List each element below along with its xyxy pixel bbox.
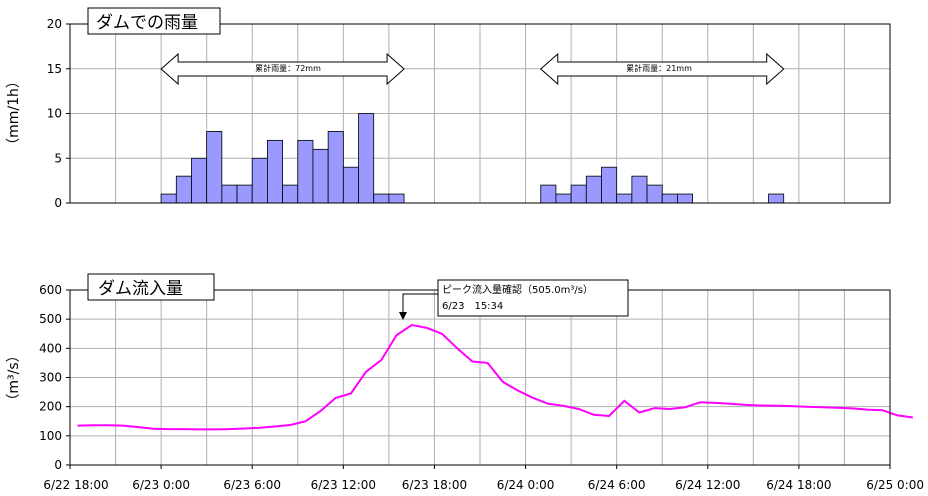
inflow-x-tick-label: 6/23 0:00 xyxy=(132,478,190,492)
inflow-x-tick-label: 6/23 18:00 xyxy=(402,478,467,492)
inflow-title-box xyxy=(87,273,215,301)
rain-bar xyxy=(342,166,359,204)
rain-bar xyxy=(601,166,618,204)
inflow-y-axis-label: （m³/s） xyxy=(6,348,22,407)
rain-chart-axes: 0 5 10 15 20 xyxy=(47,17,891,210)
rain-y-axis-label: （mm/1h） xyxy=(6,74,22,152)
inflow-y-tick-label: 500 xyxy=(39,312,62,326)
inflow-x-tick-label: 6/25 0:00 xyxy=(866,478,924,492)
inflow-y-tick-label: 200 xyxy=(39,400,62,414)
inflow-line xyxy=(77,323,913,431)
inflow-y-tick-label: 100 xyxy=(39,429,62,443)
rain-bar xyxy=(312,148,329,204)
rain-y-tick-label: 15 xyxy=(47,62,62,76)
rain-bar xyxy=(585,175,602,204)
inflow-chart-title: ダム流入量 xyxy=(98,279,183,299)
rain-bar xyxy=(221,184,238,204)
rain-bar xyxy=(206,130,223,204)
rain-bar xyxy=(646,184,663,204)
rain-bar xyxy=(297,139,314,204)
rain-bar xyxy=(358,113,375,204)
inflow-x-tick-label: 6/24 0:00 xyxy=(497,478,555,492)
peak-callout-leader xyxy=(402,293,438,314)
inflow-x-tick-label: 6/24 12:00 xyxy=(675,478,740,492)
cumulative-rain-label-1: 累計雨量：72mm xyxy=(255,63,321,73)
cumulative-rain-label-2: 累計雨量：21mm xyxy=(626,63,692,73)
rain-bar xyxy=(768,193,785,204)
inflow-x-tick-label: 6/23 12:00 xyxy=(311,478,376,492)
inflow-x-tick-label: 6/24 6:00 xyxy=(588,478,646,492)
rain-y-tick-label: 0 xyxy=(54,196,62,210)
rain-chart-title: ダムでの雨量 xyxy=(96,13,198,33)
rain-title-box xyxy=(87,7,221,35)
inflow-y-tick-label: 400 xyxy=(39,341,62,355)
inflow-line-group xyxy=(77,323,913,431)
peak-callout-line1: ピーク流入量確認（505.0m³/s） xyxy=(442,283,593,296)
rain-bar xyxy=(677,193,693,204)
rain-y-tick-label: 5 xyxy=(54,151,62,165)
inflow-chart-axes: 0 100 200 300 400 500 600 6/22 18:00 6/23 0:00 6/… xyxy=(39,283,924,492)
rain-bar xyxy=(373,193,390,204)
rain-bar xyxy=(661,193,678,204)
inflow-y-tick-label: 300 xyxy=(39,371,62,385)
rain-y-tick-label: 20 xyxy=(47,17,62,31)
inflow-chart-grid xyxy=(70,289,890,466)
rain-bar xyxy=(616,193,633,204)
rain-bar xyxy=(388,193,405,204)
rain-bar xyxy=(251,157,268,204)
rain-bar xyxy=(282,184,299,204)
rain-bar xyxy=(175,175,192,204)
rain-bar xyxy=(267,139,283,204)
inflow-y-tick-label: 600 xyxy=(39,283,62,297)
rain-bars xyxy=(160,113,785,204)
rain-bar xyxy=(327,130,344,204)
inflow-x-tick-label: 6/24 18:00 xyxy=(766,478,831,492)
rain-bar xyxy=(540,184,557,204)
cumulative-rain-arrow xyxy=(160,52,405,86)
rain-bar xyxy=(570,184,587,204)
cumulative-rain-arrow xyxy=(539,52,785,86)
rain-y-tick-label: 10 xyxy=(47,107,62,121)
cumulative-rain-arrows xyxy=(160,52,785,86)
inflow-x-tick-label: 6/22 18:00 xyxy=(43,478,108,492)
peak-callout-line2: 6/23 15:34 xyxy=(442,301,503,312)
rain-bar xyxy=(631,175,648,204)
peak-arrow-head xyxy=(399,312,407,320)
inflow-x-tick-label: 6/23 6:00 xyxy=(223,478,281,492)
rain-bar xyxy=(555,193,572,204)
rain-bar xyxy=(191,157,208,204)
rain-bar xyxy=(160,193,177,204)
rain-bar xyxy=(236,184,253,204)
inflow-y-tick-label: 0 xyxy=(54,458,62,472)
peak-callout-box xyxy=(437,279,629,317)
